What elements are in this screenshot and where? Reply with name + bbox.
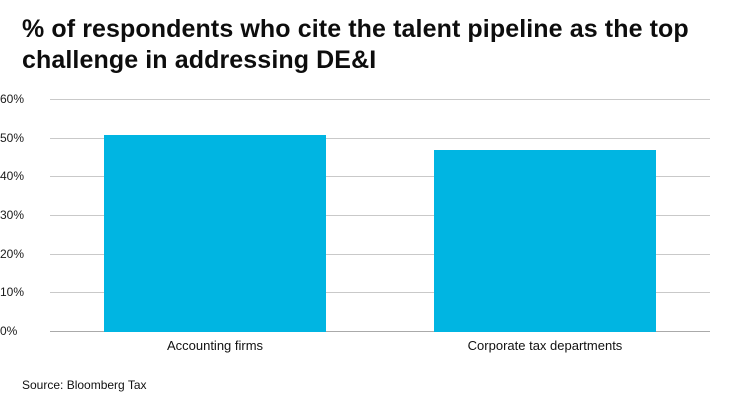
gridline-0: 0%	[0, 324, 710, 338]
y-tick-label: 60%	[0, 92, 25, 106]
bar-corporate-tax-departments	[434, 150, 656, 332]
gridline-30: 30%	[0, 208, 710, 222]
source-note: Source: Bloomberg Tax	[22, 378, 147, 392]
y-tick-label: 30%	[0, 208, 25, 222]
chart-title: % of respondents who cite the talent pip…	[22, 15, 689, 74]
y-tick-label: 20%	[0, 246, 25, 261]
gridline-10: 10%	[0, 285, 710, 299]
y-tick-label: 40%	[0, 169, 25, 184]
y-tick-label: 10%	[0, 285, 25, 300]
y-tick-label: 50%	[0, 130, 25, 145]
gridline-50: 50%	[0, 131, 710, 145]
y-tick-label: 0%	[0, 324, 18, 338]
category-axis: Accounting firms Corporate tax department…	[50, 338, 710, 353]
x-category-label: Corporate tax departments	[467, 338, 623, 353]
bar-accounting-firms	[104, 134, 326, 332]
bars-layer	[50, 100, 710, 332]
x-category-label: Accounting firms	[166, 338, 264, 353]
gridline-60: 60%	[0, 92, 710, 106]
plot-area: 0% 10% 20% 30% 40% 50% 60%	[0, 92, 710, 338]
gridline-40: 40%	[0, 169, 710, 183]
gridline-20: 20%	[0, 247, 710, 261]
